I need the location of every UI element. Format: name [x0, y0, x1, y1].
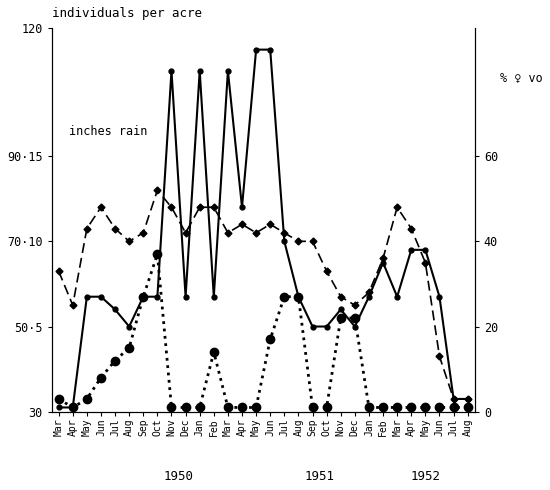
Text: inches rain: inches rain: [69, 125, 147, 138]
Text: % ♀ vo: % ♀ vo: [500, 72, 543, 85]
Text: 1952: 1952: [410, 470, 441, 483]
Text: 1950: 1950: [163, 470, 194, 483]
Text: 1951: 1951: [305, 470, 334, 483]
Text: individuals per acre: individuals per acre: [52, 7, 202, 20]
